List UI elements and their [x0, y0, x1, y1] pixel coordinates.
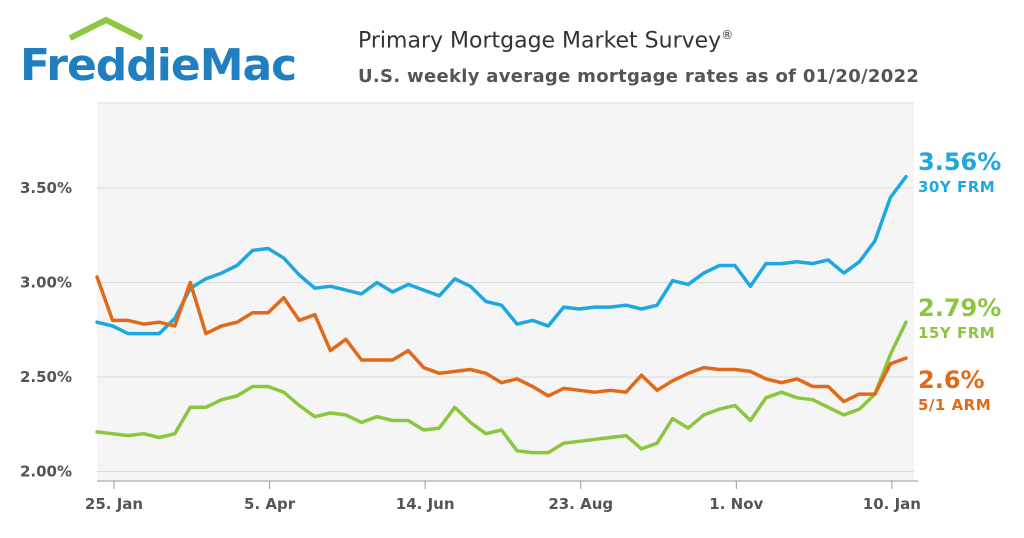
y-tick-label: 3.00% [20, 274, 72, 292]
y-axis-labels: 2.00% 2.50% 3.00% 3.50% [20, 179, 72, 481]
x-tick-label: 1. Nov [709, 495, 763, 513]
y-tick-label: 2.00% [20, 463, 72, 481]
chart-title: Primary Mortgage Market Survey® [358, 28, 734, 54]
series-line-frm15 [95, 320, 908, 455]
series-line-arm51 [95, 275, 908, 404]
gridlines [97, 102, 914, 473]
freddie-mac-logo: FreddieMac [14, 14, 334, 94]
end-value-arm51: 2.6% [918, 366, 985, 394]
x-tick-label: 25. Jan [85, 495, 143, 513]
x-axis: 25. Jan 5. Apr 14. Jun 23. Aug 1. Nov 10. Jan [85, 480, 921, 513]
end-value-frm15: 2.79% [918, 294, 1001, 322]
x-tick-label: 14. Jun [396, 495, 455, 513]
x-tick-label: 23. Aug [548, 495, 613, 513]
chart-subtitle: U.S. weekly average mortgage rates as of… [358, 66, 920, 87]
end-name-arm51: 5/1 ARM [918, 396, 991, 414]
series-line-frm30 [95, 174, 908, 336]
registered-mark: ® [721, 28, 734, 42]
logo-text: FreddieMac [20, 40, 297, 91]
plot-area [97, 103, 914, 481]
end-labels: 3.56% 30Y FRM 2.79% 15Y FRM 2.6% 5/1 ARM [918, 148, 1001, 414]
end-name-frm30: 30Y FRM [918, 178, 995, 196]
end-name-frm15: 15Y FRM [918, 324, 995, 342]
y-tick-label: 3.50% [20, 179, 72, 197]
end-value-frm30: 3.56% [918, 148, 1001, 176]
x-tick-label: 10. Jan [863, 495, 921, 513]
y-tick-label: 2.50% [20, 368, 72, 386]
x-tick-label: 5. Apr [244, 495, 296, 513]
series-lines [95, 174, 908, 455]
house-roof-icon [68, 16, 144, 41]
